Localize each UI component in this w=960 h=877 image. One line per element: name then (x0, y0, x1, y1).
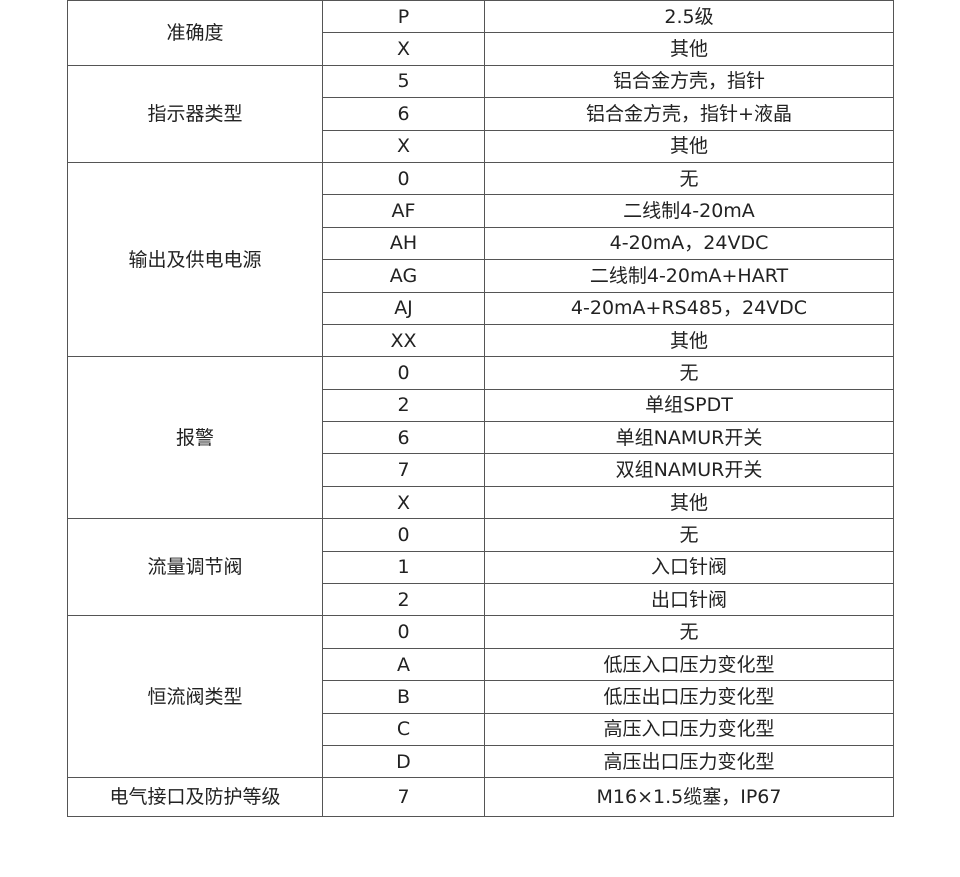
group-label: 恒流阀类型 (67, 615, 323, 779)
table-row: 1 入口针阀 (68, 550, 894, 585)
option-code: 7 (322, 777, 485, 818)
group-label: 准确度 (67, 0, 323, 66)
option-code: 0 (322, 356, 485, 390)
option-code: 2 (322, 388, 485, 423)
option-description: 低压入口压力变化型 (484, 647, 894, 682)
table-row: 报警 0 无 (67, 356, 894, 520)
spec-table-body: 准确度 P 2.5级 X 其他 指示器类型 5 铝合金方壳，指针 6 铝合金方壳，指针+液晶 X 其他… (67, 0, 894, 818)
table-row: AH 4-20mA，24VDC (68, 226, 894, 261)
table-row: 6 单组NAMUR开关 (68, 421, 894, 455)
table-row: 电气接口及防护等级 7 M16×1.5缆塞，IP67 (67, 777, 894, 818)
option-description: 入口针阀 (484, 550, 894, 585)
table-row: 流量调节阀 0 无 (67, 518, 894, 617)
option-description: 无 (484, 615, 894, 649)
option-code: X (322, 32, 485, 66)
table-row: AG 二线制4-20mA+HART (68, 259, 894, 293)
table-row: XX 其他 (68, 323, 894, 358)
option-description: 其他 (484, 323, 894, 358)
option-description: 无 (484, 518, 894, 552)
group-label: 指示器类型 (67, 64, 323, 163)
option-description: 低压出口压力变化型 (484, 680, 894, 714)
option-code: X (322, 485, 485, 520)
group-label: 电气接口及防护等级 (67, 777, 323, 818)
option-code: AJ (322, 291, 485, 325)
table-row: 输出及供电电源 0 无 (67, 161, 894, 358)
option-code: XX (322, 323, 485, 358)
option-code: X (322, 129, 485, 163)
option-code: 2 (322, 583, 485, 617)
table-row: A 低压入口压力变化型 (68, 647, 894, 682)
option-code: B (322, 680, 485, 714)
option-description: M16×1.5缆塞，IP67 (484, 777, 894, 818)
option-code: AG (322, 259, 485, 293)
table-row: 准确度 P 2.5级 (67, 0, 894, 66)
option-code: 5 (322, 64, 485, 99)
option-code: 1 (322, 550, 485, 585)
option-description: 4-20mA，24VDC (484, 226, 894, 261)
option-description: 2.5级 (484, 0, 894, 34)
option-description: 无 (484, 356, 894, 390)
spec-table: 准确度 P 2.5级 X 其他 指示器类型 5 铝合金方壳，指针 6 铝合金方壳，指针+液晶 X 其他… (67, 0, 894, 818)
option-code: AF (322, 194, 485, 228)
table-row: C 高压入口压力变化型 (68, 712, 894, 746)
option-description: 无 (484, 161, 894, 196)
option-code: P (322, 0, 485, 34)
option-code: 6 (322, 97, 485, 131)
option-code: D (322, 744, 485, 779)
table-row: B 低压出口压力变化型 (68, 680, 894, 714)
option-description: 双组NAMUR开关 (484, 453, 894, 487)
table-row: 2 出口针阀 (68, 583, 894, 617)
option-description: 单组SPDT (484, 388, 894, 423)
table-row: 6 铝合金方壳，指针+液晶 (68, 97, 894, 131)
option-description: 单组NAMUR开关 (484, 421, 894, 455)
option-description: 铝合金方壳，指针 (484, 64, 894, 99)
table-row: X 其他 (68, 32, 894, 66)
option-description: 高压入口压力变化型 (484, 712, 894, 746)
table-row: X 其他 (68, 129, 894, 163)
table-row: AF 二线制4-20mA (68, 194, 894, 228)
option-description: 其他 (484, 129, 894, 163)
option-code: C (322, 712, 485, 746)
table-row: D 高压出口压力变化型 (68, 744, 894, 779)
option-code: AH (322, 226, 485, 261)
option-description: 高压出口压力变化型 (484, 744, 894, 779)
option-code: 7 (322, 453, 485, 487)
option-description: 其他 (484, 32, 894, 66)
group-label: 报警 (67, 356, 323, 520)
option-description: 其他 (484, 485, 894, 520)
table-row: 恒流阀类型 0 无 (67, 615, 894, 779)
option-code: 0 (322, 615, 485, 649)
group-label: 输出及供电电源 (67, 161, 323, 358)
option-description: 二线制4-20mA+HART (484, 259, 894, 293)
option-description: 二线制4-20mA (484, 194, 894, 228)
table-row: 指示器类型 5 铝合金方壳，指针 (67, 64, 894, 163)
option-code: 6 (322, 421, 485, 455)
option-code: 0 (322, 518, 485, 552)
table-row: AJ 4-20mA+RS485，24VDC (68, 291, 894, 325)
option-description: 4-20mA+RS485，24VDC (484, 291, 894, 325)
option-description: 铝合金方壳，指针+液晶 (484, 97, 894, 131)
option-description: 出口针阀 (484, 583, 894, 617)
table-row: X 其他 (68, 485, 894, 520)
option-code: A (322, 647, 485, 682)
group-label: 流量调节阀 (67, 518, 323, 617)
option-code: 0 (322, 161, 485, 196)
